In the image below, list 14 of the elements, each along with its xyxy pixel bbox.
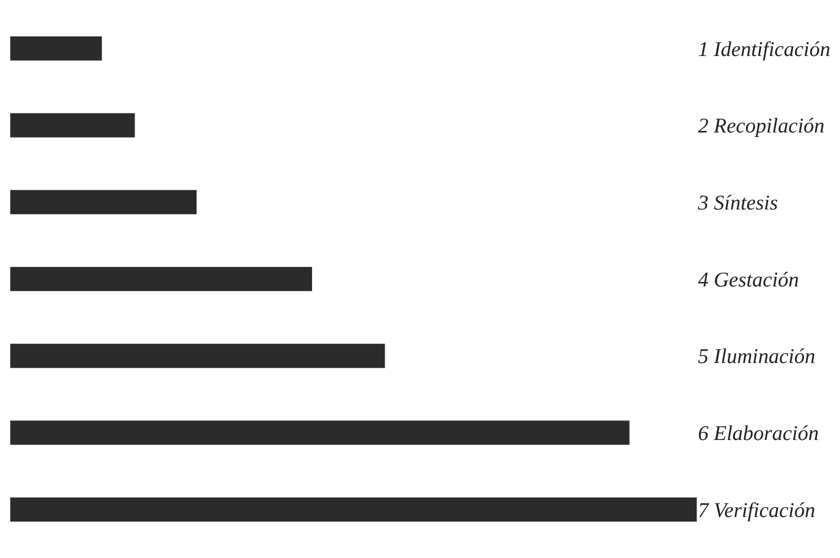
y-tick-label: 2 Recopilación bbox=[698, 114, 825, 138]
y-tick-label: 4 Gestación bbox=[698, 267, 799, 292]
bar bbox=[10, 36, 102, 61]
bar bbox=[10, 420, 630, 446]
y-tick-label: 7 Verificación bbox=[698, 498, 816, 522]
y-tick-label: 3 Síntesis bbox=[697, 190, 778, 214]
bar bbox=[10, 266, 313, 292]
y-tick-label: 1 Identificación bbox=[698, 36, 830, 61]
y-tick-label: 6 Elaboración bbox=[698, 421, 819, 446]
bar bbox=[10, 112, 136, 138]
y-tick-label: 5 Iluminación bbox=[698, 344, 816, 368]
bar bbox=[10, 343, 386, 368]
bar bbox=[10, 190, 198, 215]
bar bbox=[10, 497, 697, 522]
